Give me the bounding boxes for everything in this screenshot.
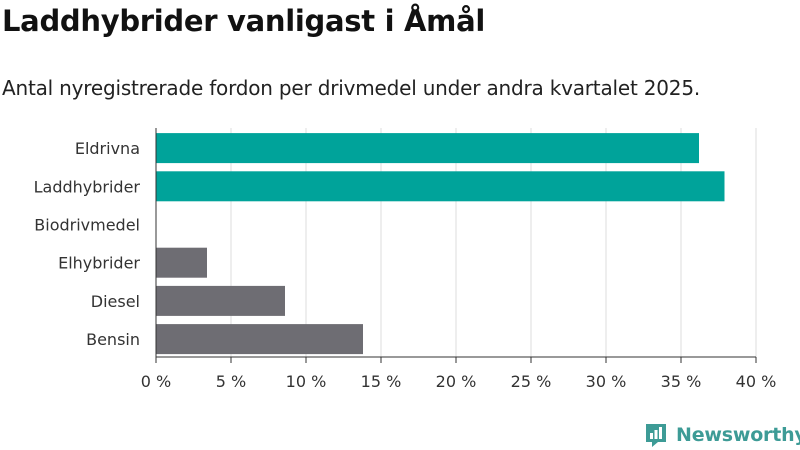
category-label: Bensin bbox=[86, 330, 140, 349]
x-tick-label: 20 % bbox=[436, 372, 477, 391]
x-tick-label: 25 % bbox=[511, 372, 552, 391]
x-tick-label: 40 % bbox=[736, 372, 777, 391]
brand-name: Newsworthy bbox=[676, 424, 800, 446]
bar bbox=[156, 247, 207, 278]
x-tick-label: 0 % bbox=[141, 372, 171, 391]
category-label: Biodrivmedel bbox=[34, 216, 140, 235]
newsworthy-logo-icon bbox=[646, 424, 666, 447]
x-tick-label: 10 % bbox=[286, 372, 327, 391]
category-label: Elhybrider bbox=[58, 254, 140, 273]
brand-logo: Newsworthy bbox=[644, 420, 800, 450]
chart-title: Laddhybrider vanligast i Åmål bbox=[2, 4, 485, 38]
bar bbox=[156, 285, 285, 316]
x-tick-label: 15 % bbox=[361, 372, 402, 391]
category-label: Diesel bbox=[91, 292, 140, 311]
bar bbox=[156, 324, 363, 355]
x-tick-label: 30 % bbox=[586, 372, 627, 391]
category-label: Laddhybrider bbox=[34, 177, 141, 196]
chart-subtitle: Antal nyregistrerade fordon per drivmede… bbox=[2, 76, 701, 100]
x-tick-label: 35 % bbox=[661, 372, 702, 391]
x-tick-label: 5 % bbox=[216, 372, 246, 391]
category-label: Eldrivna bbox=[75, 139, 140, 158]
bar bbox=[156, 133, 699, 164]
bar bbox=[156, 171, 725, 202]
